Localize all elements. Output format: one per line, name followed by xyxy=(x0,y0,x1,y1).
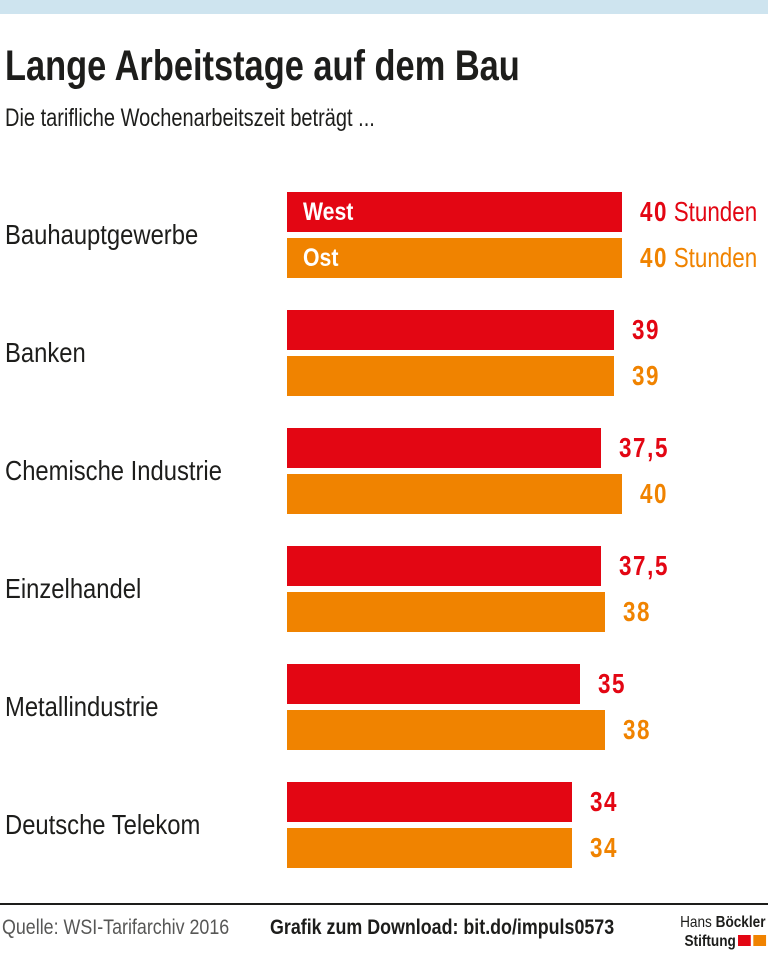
value-label: 37,5 xyxy=(619,550,669,581)
bar-row-west: 37,5 xyxy=(287,428,682,468)
chart-group: Metallindustrie 35 38 xyxy=(0,664,768,750)
bar-ost xyxy=(287,828,572,868)
chart-group: Banken 39 39 xyxy=(0,310,768,396)
page-subtitle: Die tarifliche Wochenarbeitszeit beträgt… xyxy=(5,104,375,132)
logo-orange-square xyxy=(753,935,766,946)
bar-row-ost: Ost 40 Stunden xyxy=(287,238,768,278)
bar-row-ost: 34 xyxy=(287,828,625,868)
page-title: Lange Arbeitstage auf dem Bau xyxy=(5,42,520,90)
source-text: Quelle: WSI-Tarifarchiv 2016 xyxy=(2,916,230,939)
bar-row-west: 34 xyxy=(287,782,625,822)
chart-group: Chemische Industrie 37,5 40 xyxy=(0,428,768,514)
bar-ost xyxy=(287,356,614,396)
logo-line1: Hans Böckler xyxy=(680,914,766,931)
bar-ost xyxy=(287,474,622,514)
bar-west xyxy=(287,310,614,350)
value-label: 35 xyxy=(598,668,627,699)
bar-ost xyxy=(287,592,605,632)
top-accent-strip xyxy=(0,0,768,14)
bar-row-ost: 39 xyxy=(287,356,667,396)
logo-line2: Stiftung xyxy=(665,932,766,951)
value-label: 34 xyxy=(590,786,619,817)
bar-row-ost: 38 xyxy=(287,710,658,750)
value-label: 38 xyxy=(623,596,652,627)
bar-ost: Ost xyxy=(287,238,622,278)
series-label-ost: Ost xyxy=(303,243,339,272)
bar-chart: Bauhauptgewerbe West 40 Stunden Ost 40 Stunden… xyxy=(0,192,768,872)
category-label: Metallindustrie xyxy=(5,691,159,722)
bar-row-ost: 38 xyxy=(287,592,658,632)
chart-group: Deutsche Telekom 34 34 xyxy=(0,782,768,868)
footer: Quelle: WSI-Tarifarchiv 2016 Grafik zum … xyxy=(0,903,768,960)
category-label: Banken xyxy=(5,337,86,368)
bar-west xyxy=(287,428,601,468)
value-label: 38 xyxy=(623,714,652,745)
category-label: Bauhauptgewerbe xyxy=(5,219,199,250)
unit-label: Stunden xyxy=(673,196,758,227)
category-label: Chemische Industrie xyxy=(5,455,222,486)
unit-label: Stunden xyxy=(673,242,758,273)
bar-west xyxy=(287,782,572,822)
value-label: 40 xyxy=(640,478,669,509)
chart-group: Einzelhandel 37,5 38 xyxy=(0,546,768,632)
bar-row-west: 39 xyxy=(287,310,667,350)
bar-west xyxy=(287,664,580,704)
bar-ost xyxy=(287,710,605,750)
value-label: 39 xyxy=(632,360,661,391)
bar-west xyxy=(287,546,601,586)
bar-west: West xyxy=(287,192,622,232)
hans-boeckler-logo: Hans Böckler Stiftung xyxy=(665,913,766,951)
download-link[interactable]: Grafik zum Download: bit.do/impuls0573 xyxy=(270,916,615,939)
value-label: 40 Stunden xyxy=(640,196,758,227)
bar-row-ost: 40 xyxy=(287,474,675,514)
value-label: 37,5 xyxy=(619,432,669,463)
category-label: Einzelhandel xyxy=(5,573,142,604)
bar-row-west: 37,5 xyxy=(287,546,682,586)
value-label: 34 xyxy=(590,832,619,863)
bar-row-west: West 40 Stunden xyxy=(287,192,768,232)
category-label: Deutsche Telekom xyxy=(5,809,201,840)
chart-group: Bauhauptgewerbe West 40 Stunden Ost 40 Stunden xyxy=(0,192,768,278)
series-label-west: West xyxy=(303,197,354,226)
value-label: 39 xyxy=(632,314,661,345)
logo-red-square xyxy=(737,935,751,946)
value-label: 40 Stunden xyxy=(640,242,758,273)
bar-row-west: 35 xyxy=(287,664,633,704)
